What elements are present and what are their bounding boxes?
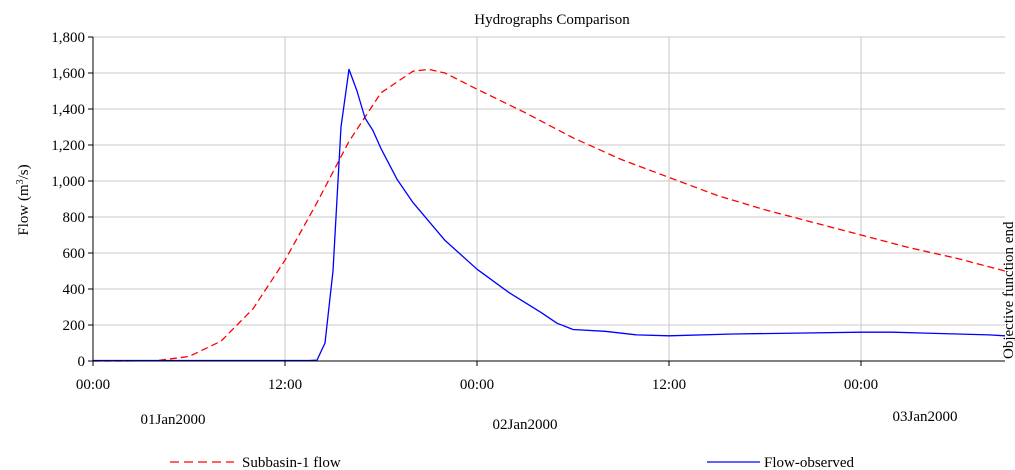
grid-lines [93, 36, 1005, 361]
y-axis-label: Flow (m3/s) [15, 164, 33, 235]
x-tick-label: 12:00 [268, 377, 302, 393]
chart-title: Hydrographs Comparison [474, 12, 630, 28]
x-tick-label: 00:00 [460, 377, 494, 393]
legend-label-flow-observed: Flow-observed [764, 455, 854, 470]
y-axis-label-end: /s) [16, 164, 32, 179]
series-lines [93, 68, 1006, 362]
legend: Subbasin-1 flow Flow-observed [170, 455, 854, 470]
legend-label-subbasin-1-flow: Subbasin-1 flow [242, 455, 341, 470]
x-tick-labels: 00:00 12:00 00:00 12:00 00:00 [76, 377, 878, 393]
x-tick-label: 00:00 [844, 377, 878, 393]
y-tick-label: 600 [63, 246, 86, 262]
date-label-01jan2000: 01Jan2000 [141, 412, 206, 428]
y-axis-label-superscript: 3 [15, 179, 26, 184]
y-tick-label: 1,000 [51, 174, 85, 190]
y-axis-label-base: Flow (m [16, 184, 32, 236]
y-tick-labels: 0 200 400 600 800 1,000 1,200 1,400 1,600 1,800 [51, 30, 85, 370]
y-tick-label: 200 [63, 318, 86, 334]
x-tick-label: 12:00 [652, 377, 686, 393]
date-labels: 01Jan2000 02Jan2000 03Jan2000 [141, 409, 958, 433]
series-line-subbasin-1-flow [93, 68, 1006, 362]
objective-function-end-label: Objective function end [1001, 221, 1015, 359]
series-line-flow-observed [93, 68, 1006, 362]
x-tick-label: 00:00 [76, 377, 110, 393]
axes [88, 36, 1005, 366]
y-tick-label: 800 [63, 210, 86, 226]
y-tick-label: 1,800 [51, 30, 85, 46]
y-tick-label: 0 [78, 354, 86, 370]
date-label-02jan2000: 02Jan2000 [493, 417, 558, 433]
y-tick-label: 1,600 [51, 66, 85, 82]
date-label-03jan2000: 03Jan2000 [893, 409, 958, 425]
y-tick-label: 400 [63, 282, 86, 298]
y-tick-label: 1,200 [51, 138, 85, 154]
y-tick-label: 1,400 [51, 102, 85, 118]
